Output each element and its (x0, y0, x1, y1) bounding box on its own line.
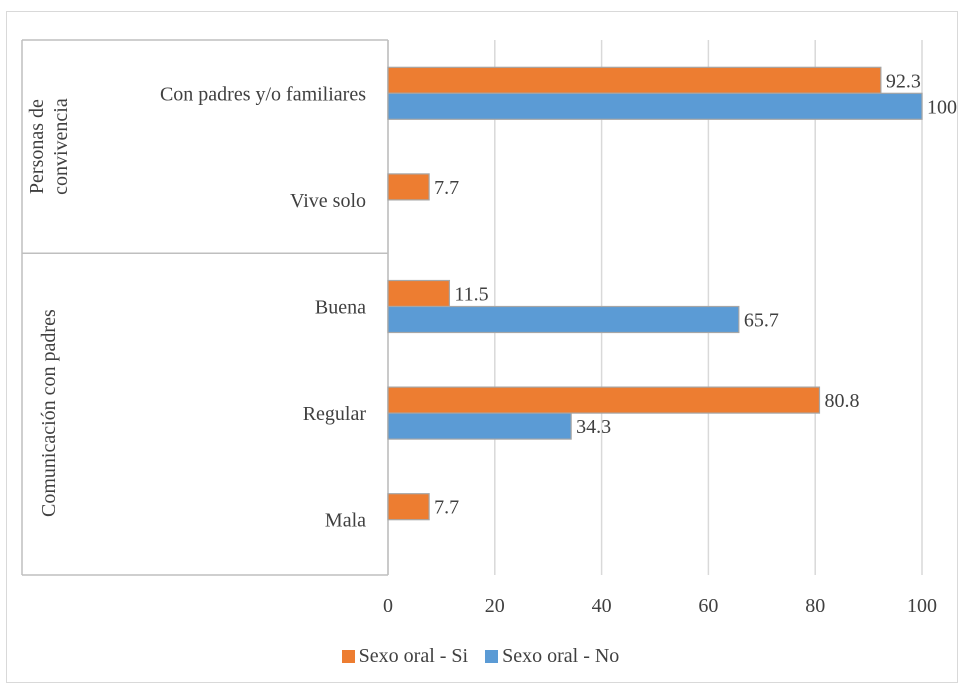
data-label-sexo-oral-no-con-padres-y-o-familiares: 100 (927, 96, 957, 118)
group-label-comunicacion-con-padres: Comunicación con padres (38, 309, 60, 517)
chart-frame (6, 11, 958, 683)
x-tick-label-80: 80 (805, 595, 825, 617)
legend-item-no: Sexo oral - No (485, 645, 619, 668)
category-label-con-padres-y-o-familiares: Con padres y/o familiares (160, 83, 366, 105)
legend-label-no: Sexo oral - No (502, 645, 620, 667)
bar-sexo-oral-si-regular (387, 386, 821, 414)
category-label-mala: Mala (325, 510, 366, 532)
data-label-sexo-oral-si-buena: 11.5 (454, 284, 488, 306)
x-tick-label-60: 60 (698, 595, 718, 617)
legend: Sexo oral - Si Sexo oral - No (0, 645, 961, 669)
group-label-line-0: Personas de (26, 99, 48, 194)
bar-sexo-oral-si-buena (387, 279, 451, 308)
x-tick-label-100: 100 (907, 595, 937, 617)
bar-sexo-oral-no-con-padres-y-o-familiares (387, 92, 923, 120)
legend-swatch-no (485, 650, 499, 663)
bar-sexo-oral-si-vive-solo (387, 173, 430, 201)
category-label-vive-solo: Vive solo (290, 190, 366, 212)
bar-layer (387, 66, 923, 521)
legend-label-si: Sexo oral - Si (358, 645, 469, 667)
legend-swatch-si (341, 650, 355, 663)
bar-sexo-oral-no-buena (387, 305, 740, 334)
group-label-personas-de-convivencia: Personas de convivencia (26, 98, 72, 195)
bar-sexo-oral-si-mala (387, 493, 430, 521)
bar-sexo-oral-si-con-padres-y-o-familiares (387, 66, 882, 94)
data-label-sexo-oral-si-vive-solo: 7.7 (434, 177, 459, 199)
category-label-regular: Regular (303, 403, 367, 425)
data-label-sexo-oral-si-regular: 80.8 (824, 390, 859, 412)
x-tick-label-20: 20 (485, 595, 505, 617)
legend-item-si: Sexo oral - Si (341, 645, 469, 668)
group-label-line-1: convivencia (50, 98, 72, 195)
x-tick-label-40: 40 (592, 595, 612, 617)
group-label-line-0: Comunicación con padres (38, 309, 60, 517)
x-tick-label-0: 0 (383, 595, 393, 617)
category-label-buena: Buena (315, 297, 366, 319)
data-label-sexo-oral-si-mala: 7.7 (434, 497, 459, 519)
data-label-sexo-oral-no-buena: 65.7 (744, 310, 779, 332)
data-label-sexo-oral-no-regular: 34.3 (576, 416, 611, 438)
label-layer: 0 20 40 60 80 100 Personas de convivencia Comuni… (26, 70, 957, 617)
bar-sexo-oral-no-regular (387, 412, 572, 440)
data-label-sexo-oral-si-con-padres-y-o-familiares: 92.3 (886, 70, 921, 92)
